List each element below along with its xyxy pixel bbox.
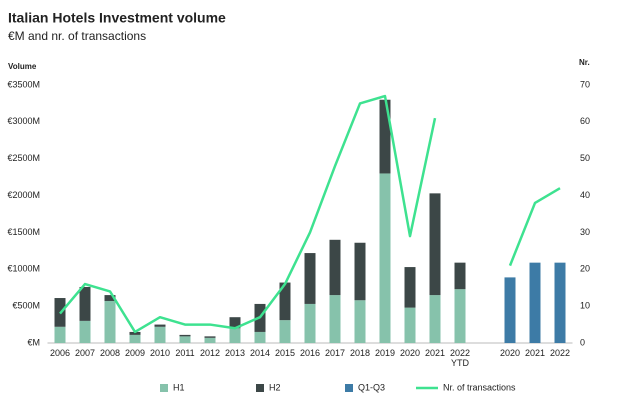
y2-tick-label: 50 [580,153,590,163]
legend-swatch [160,384,168,392]
y-tick-label: €1000M [7,264,40,274]
bar [504,277,516,343]
x-tick-label: 2010 [149,348,171,358]
bar [329,239,341,296]
y2-tick-label: 20 [580,264,590,274]
bar [429,295,441,343]
bar [104,295,116,301]
bar [304,303,316,343]
bar [129,334,141,343]
bar [429,193,441,296]
bar [329,295,341,343]
x-tick-label: 2007 [74,348,96,358]
y2-tick-label: 60 [580,116,590,126]
x-tick-label: 2011 [175,348,195,358]
x-tick-label: 2015 [274,348,296,358]
x-tick-label: 2016 [299,348,321,358]
legend-label: H2 [269,382,281,392]
y2-tick-label: 0 [580,337,585,347]
bar [354,242,366,301]
y2-tick-label: 70 [580,79,590,89]
bar [179,336,191,343]
x-tick-label: 2008 [99,348,121,358]
x-tick-label: 2019 [374,348,396,358]
y-tick-label: €1500M [7,227,40,237]
bar [404,307,416,343]
bar [404,267,416,308]
chart-subtitle: €M and nr. of transactions [8,29,146,43]
bar [104,300,116,343]
x-tick-label: 2018 [349,348,371,358]
bar [154,326,166,343]
bar [454,262,466,290]
x-tick-label: 2020 [399,348,421,358]
bar [554,262,566,343]
line [59,94,561,334]
bar [279,282,291,321]
x-tick-label: 2006 [49,348,71,358]
bar [154,324,166,327]
bar [279,320,291,343]
bar [229,328,241,343]
x-tick-label: 2017 [324,348,346,358]
y-tick-label: €500M [12,301,40,311]
x-tick-label: 2020 [499,348,521,358]
chart-title: Italian Hotels Investment volume [8,10,226,26]
bar [54,326,66,343]
bar [354,300,366,343]
x-tick-label: 2022 [549,348,571,358]
x-tick-label: 2012 [199,348,221,358]
y-tick-label: €M [27,337,40,347]
y2-tick-label: 30 [580,227,590,237]
bar [204,337,216,343]
x-tick-label: 2021 [424,348,446,358]
x-tick-label: 2013 [224,348,246,358]
legend-swatch [256,384,264,392]
bar [454,289,466,343]
bar [204,336,216,338]
y-tick-label: €2000M [7,190,40,200]
bar [254,331,266,343]
bar [379,99,391,174]
y2-axis-label: Nr. [579,58,590,67]
legend-label: H1 [173,382,185,392]
legend-label: Nr. of transactions [443,382,516,392]
y-tick-label: €2500M [7,153,40,163]
bar [529,262,541,343]
x-tick-label: 2021 [524,348,546,358]
y2-tick-label: 10 [580,301,590,311]
bar [79,286,91,321]
legend-swatch [345,384,353,392]
y-axis-label: Volume [8,62,37,71]
y-tick-label: €3500M [7,79,40,89]
x-tick-label: 2014 [249,348,271,358]
bar [79,320,91,343]
bar [304,253,316,304]
x-tick-label: 2022 YTD [449,348,471,368]
y2-tick-label: 40 [580,190,590,200]
x-tick-label: 2009 [124,348,146,358]
bar [129,331,141,335]
y-tick-label: €3000M [7,116,40,126]
legend-label: Q1-Q3 [358,382,385,392]
bar [229,317,241,329]
bar [379,173,391,343]
bar [179,334,191,337]
